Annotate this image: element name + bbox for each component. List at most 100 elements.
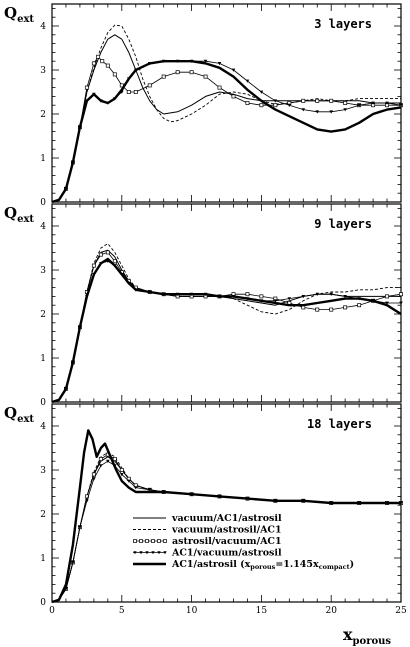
- series-point-square: [399, 292, 403, 297]
- panel-title: 18 layers: [307, 417, 372, 431]
- y-tick-label: 2: [40, 310, 46, 320]
- panel-3: 0 1 2 3 4 0 5 10 15 20 25 Qext 18 layers vacuum/AC1/a…: [4, 403, 407, 616]
- series-point-triangle: [126, 479, 131, 483]
- series-point-square: [245, 292, 250, 297]
- series-line-squares: [51, 56, 401, 203]
- series-point-square: [259, 103, 264, 108]
- series-point-triangle: [203, 59, 208, 63]
- series-line-thick: [51, 60, 402, 204]
- series-point-triangle: [343, 108, 347, 112]
- x-tick-label: 25: [395, 606, 407, 616]
- series-point-triangle: [78, 525, 82, 529]
- y-tick-label: 4: [40, 422, 46, 432]
- series-point-triangle: [231, 68, 236, 72]
- series-point-square: [343, 305, 348, 310]
- series-point-triangle: [106, 459, 110, 463]
- series-point-square: [231, 94, 236, 99]
- series-point-square: [245, 101, 250, 105]
- series-point-square: [98, 252, 103, 257]
- series-point-square: [105, 63, 110, 68]
- series-point-square: [112, 259, 117, 264]
- series-point-square: [161, 74, 166, 79]
- series-point-triangle: [273, 299, 278, 303]
- series-point-triangle: [315, 292, 320, 296]
- y-axis-label: Qext: [4, 204, 34, 225]
- series-point-square: [189, 70, 194, 75]
- series-point-triangle: [343, 295, 347, 299]
- series-line-solid: [51, 34, 401, 203]
- series-line-triangles: [51, 260, 401, 403]
- series-point-triangle: [329, 110, 333, 114]
- series-point-triangle: [99, 464, 103, 468]
- series-point-square: [126, 90, 131, 94]
- legend-entry-2: vacuum/astrosil/AC1: [171, 525, 282, 536]
- y-tick-label: 4: [40, 22, 46, 32]
- series-point-square: [100, 59, 105, 64]
- x-tick-label: 10: [186, 606, 198, 616]
- series-point-triangle: [217, 62, 222, 66]
- legend-marker-triangle: [157, 551, 161, 555]
- y-tick-label: 0: [40, 398, 46, 408]
- y-axis-label: Qext: [4, 404, 34, 425]
- legend-marker-square: [157, 539, 161, 543]
- y-tick-label: 2: [40, 110, 46, 120]
- series-point-square: [175, 70, 180, 75]
- y-tick-label: 4: [40, 222, 46, 232]
- series-line-dashed: [51, 24, 401, 203]
- series-point-triangle: [287, 103, 292, 107]
- series-point-square: [147, 83, 152, 88]
- series-point-square: [301, 98, 306, 103]
- plot-frame: [51, 203, 402, 403]
- legend-marker-square: [133, 539, 137, 543]
- series-line-dashed: [51, 243, 401, 403]
- series-point-square: [133, 90, 138, 94]
- series-point-square: [217, 85, 222, 90]
- series-point-square: [385, 294, 389, 299]
- series-point-triangle: [385, 101, 389, 105]
- panel-title: 9 layers: [314, 217, 372, 231]
- series-point-triangle: [287, 297, 292, 301]
- series-point-square: [329, 307, 334, 312]
- series-line-thick: [51, 429, 401, 604]
- series-point-triangle: [399, 103, 403, 107]
- y-tick-label: 0: [40, 598, 46, 608]
- legend: vacuum/AC1/astrosilvacuum/astrosil/AC1as…: [133, 513, 354, 571]
- legend-marker-triangle: [133, 551, 137, 555]
- x-tick-label: 20: [325, 606, 337, 616]
- legend-entry-4: AC1/vacuum/astrosil: [171, 548, 282, 559]
- legend-marker-triangle: [163, 551, 167, 555]
- series-point-triangle: [71, 561, 75, 565]
- series-point-square: [91, 263, 96, 268]
- y-tick-label: 3: [40, 466, 46, 476]
- series-point-triangle: [371, 101, 375, 105]
- legend-marker-square: [163, 539, 167, 543]
- y-tick-label: 0: [40, 198, 46, 208]
- y-tick-label: 1: [40, 154, 46, 164]
- y-tick-label: 3: [40, 266, 46, 276]
- series-point-triangle: [301, 108, 306, 112]
- series-point-square: [105, 250, 110, 255]
- x-tick-label: 5: [119, 606, 125, 616]
- series-line-squares: [51, 252, 402, 403]
- series-point-square: [259, 294, 264, 299]
- panel-title: 3 layers: [314, 17, 372, 31]
- series-point-triangle: [85, 499, 89, 503]
- series-point-triangle: [259, 90, 264, 94]
- y-axis-label: Qext: [4, 4, 34, 25]
- series-point-triangle: [301, 295, 306, 299]
- legend-marker-square: [145, 539, 149, 543]
- series-point-square: [112, 72, 117, 77]
- series-point-triangle: [399, 301, 403, 305]
- series-point-triangle: [385, 301, 389, 305]
- series-point-triangle: [147, 488, 152, 492]
- series-point-triangle: [120, 473, 124, 477]
- series-point-square: [112, 457, 117, 461]
- x-axis-label: xporous: [343, 625, 391, 647]
- panel-2: 0 1 2 3 4 Qext 9 layers: [4, 203, 403, 408]
- series-point-square: [119, 468, 124, 472]
- legend-marker-triangle: [139, 551, 143, 555]
- series-point-square: [315, 98, 320, 103]
- x-tick-label: 0: [49, 606, 55, 616]
- series-point-triangle: [92, 477, 96, 481]
